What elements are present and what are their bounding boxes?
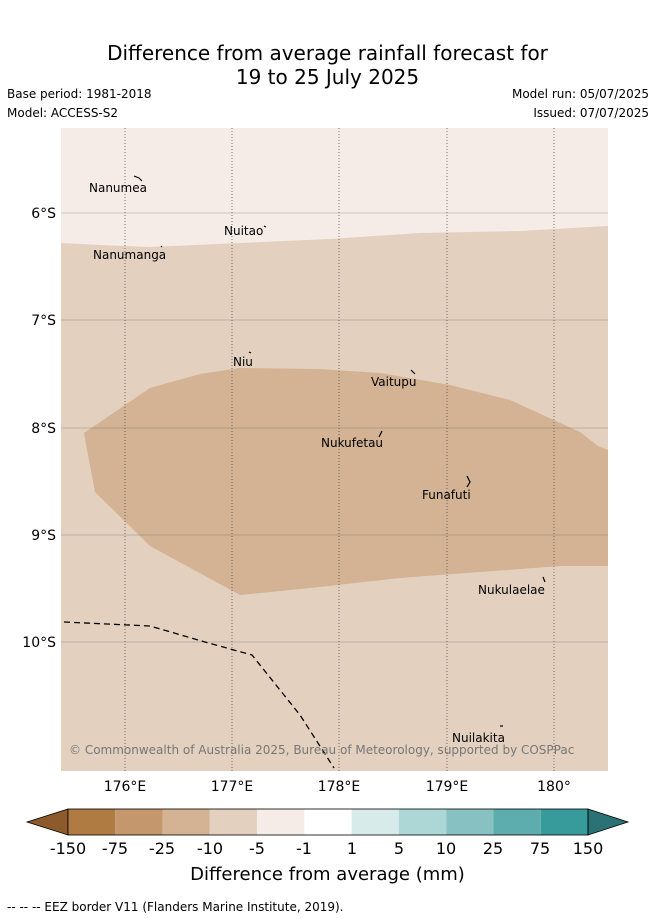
eez-legend-footer: -- -- -- EEZ border V11 (Flanders Marine…	[7, 900, 344, 914]
copyright-notice: © Commonwealth of Australia 2025, Bureau…	[69, 743, 574, 757]
island-outlines	[133, 175, 546, 727]
colorbar-label: Difference from average (mm)	[190, 864, 465, 885]
eez-border-line	[63, 621, 335, 769]
colorbar-tick-label: 75	[529, 839, 551, 858]
place-label-niu: Niu	[233, 355, 253, 369]
lat-label-9s: 9°S	[31, 528, 56, 544]
island-nukulaelae	[542, 576, 546, 583]
base-period-label: Base period: 1981-2018	[7, 87, 152, 101]
colorbar-tick-label: -25	[148, 839, 176, 858]
colorbar-segment	[115, 809, 163, 835]
rainfall-band-dark	[84, 368, 608, 595]
lon-label-176e: 176°E	[104, 779, 147, 795]
colorbar	[25, 808, 630, 836]
colorbar-outline	[67, 808, 589, 836]
longitude-gridlines	[124, 128, 555, 771]
colorbar-tick-label: -150	[49, 839, 87, 858]
lat-label-7s: 7°S	[31, 313, 56, 329]
colorbar-segment	[398, 809, 447, 835]
place-label-funafuti: Funafuti	[422, 488, 471, 502]
lon-label-177e: 177°E	[211, 779, 254, 795]
island-nanumea	[133, 175, 143, 182]
place-label-nuilakita: Nuilakita	[452, 731, 505, 745]
colorbar-tick-label: 10	[435, 839, 457, 858]
lon-label-178e: 178°E	[318, 779, 361, 795]
place-label-nukulaelae: Nukulaelae	[478, 583, 545, 597]
model-label: Model: ACCESS-S2	[7, 106, 119, 120]
colorbar-tick-label: -10	[196, 839, 224, 858]
colorbar-tick-label: -5	[249, 839, 265, 858]
island-niu	[248, 351, 252, 354]
colorbar-segment	[68, 809, 116, 835]
island-nanumanga	[160, 245, 163, 248]
issued-label: Issued: 07/07/2025	[533, 106, 649, 120]
colorbar-arrow-low	[25, 808, 69, 836]
colorbar-segment	[162, 809, 210, 835]
colorbar-arrow-high	[587, 808, 630, 836]
colorbar-segment	[493, 809, 541, 835]
place-label-nukufetau: Nukufetau	[321, 436, 383, 450]
lat-label-10s: 10°S	[22, 635, 56, 651]
colorbar-tick-label: 150	[572, 839, 604, 858]
colorbar-segment	[304, 809, 352, 835]
island-vaitupu	[410, 369, 416, 375]
colorbar-segment	[257, 809, 305, 835]
latitude-gridlines	[61, 212, 608, 643]
colorbar-tick-label: -1	[296, 839, 312, 858]
map-title-line1: Difference from average rainfall forecas…	[107, 41, 548, 65]
lat-label-8s: 8°S	[31, 421, 56, 437]
island-nuitao	[263, 225, 267, 228]
island-funafuti	[466, 475, 471, 488]
colorbar-tick-label: 1	[346, 839, 358, 858]
colorbar-segment	[540, 809, 588, 835]
lon-label-180: 180°	[537, 779, 571, 795]
map-title-line2: 19 to 25 July 2025	[235, 65, 420, 89]
place-label-nuitao: Nuitao	[224, 224, 263, 238]
colorbar-segment	[209, 809, 258, 835]
place-label-nanumanga: Nanumanga	[93, 248, 166, 262]
place-label-nanumea: Nanumea	[89, 181, 147, 195]
colorbar-tick-label: 25	[482, 839, 504, 858]
model-run-label: Model run: 05/07/2025	[511, 87, 649, 101]
colorbar-segment	[351, 809, 399, 835]
rainfall-band-light	[61, 128, 608, 247]
colorbar-tick-label: 5	[393, 839, 405, 858]
colorbar-segment	[446, 809, 494, 835]
island-nukufetau	[378, 430, 383, 438]
colorbar-tick-label: -75	[101, 839, 129, 858]
place-label-vaitupu: Vaitupu	[371, 375, 417, 389]
lon-label-179e: 179°E	[426, 779, 469, 795]
lat-label-6s: 6°S	[31, 206, 56, 222]
